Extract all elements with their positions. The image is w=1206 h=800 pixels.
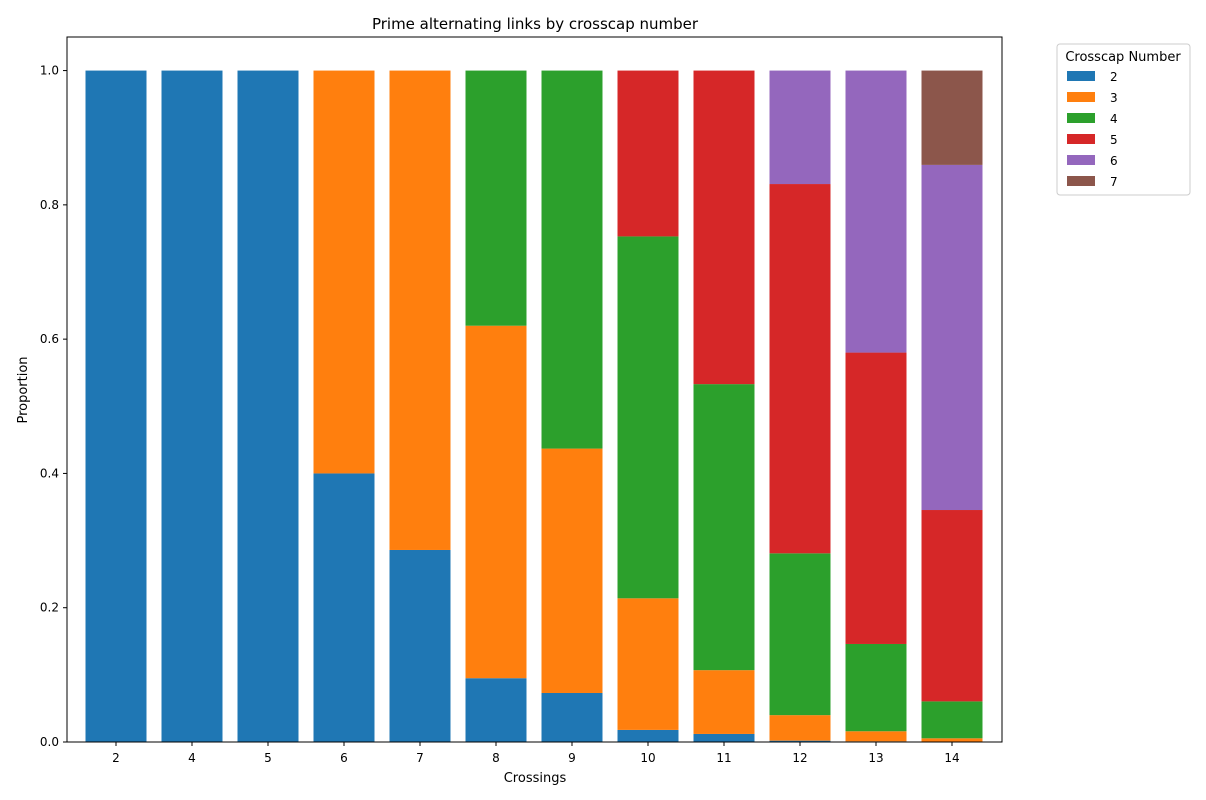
- legend-label-6: 6: [1110, 154, 1118, 168]
- x-tick-label: 9: [568, 751, 576, 765]
- legend-swatch-7: [1067, 176, 1095, 186]
- bars-group: [85, 70, 983, 742]
- bar-10-crosscap-4: [617, 236, 679, 599]
- legend-title: Crosscap Number: [1065, 50, 1181, 65]
- legend-swatch-5: [1067, 134, 1095, 144]
- x-tick-label: 7: [416, 751, 424, 765]
- bar-11-crosscap-4: [693, 384, 755, 671]
- legend-label-3: 3: [1110, 91, 1118, 105]
- bar-5-crosscap-2: [237, 70, 299, 742]
- bar-11-crosscap-5: [693, 70, 755, 385]
- legend-label-4: 4: [1110, 112, 1118, 126]
- x-tick-label: 13: [868, 751, 883, 765]
- y-tick-label: 1.0: [40, 64, 59, 78]
- bar-10-crosscap-5: [617, 70, 679, 237]
- bar-12-crosscap-5: [769, 184, 831, 554]
- y-tick-label: 0.2: [40, 601, 59, 615]
- x-tick-label: 12: [792, 751, 807, 765]
- x-tick-label: 8: [492, 751, 500, 765]
- legend-swatch-2: [1067, 71, 1095, 81]
- legend: Crosscap Number 2 3 4 5 6 7: [1056, 43, 1191, 196]
- x-tick-label: 5: [264, 751, 272, 765]
- bar-10-crosscap-3: [617, 598, 679, 730]
- bar-4-crosscap-2: [161, 70, 223, 742]
- y-tick-label: 0.6: [40, 332, 59, 346]
- x-tick-label: 10: [640, 751, 655, 765]
- bar-14-crosscap-5: [921, 510, 983, 702]
- bar-2-crosscap-2: [85, 70, 147, 742]
- bar-6-crosscap-2: [313, 473, 375, 742]
- legend-label-7: 7: [1110, 175, 1118, 189]
- bar-8-crosscap-2: [465, 678, 527, 742]
- bar-14-crosscap-3: [921, 738, 983, 742]
- bar-12-crosscap-6: [769, 70, 831, 185]
- legend-label-2: 2: [1110, 70, 1118, 84]
- y-axis: 0.0 0.2 0.4 0.6 0.8 1.0: [40, 64, 67, 749]
- x-tick-label: 4: [188, 751, 196, 765]
- x-tick-label: 11: [716, 751, 731, 765]
- bar-12-crosscap-3: [769, 715, 831, 741]
- bar-9-crosscap-4: [541, 70, 603, 449]
- x-axis-label: Crossings: [504, 771, 567, 786]
- chart-title: Prime alternating links by crosscap numb…: [372, 15, 699, 33]
- bar-11-crosscap-3: [693, 670, 755, 734]
- bar-9-crosscap-2: [541, 692, 603, 742]
- bar-6-crosscap-3: [313, 70, 375, 474]
- y-axis-label: Proportion: [16, 356, 31, 423]
- bar-10-crosscap-2: [617, 729, 679, 742]
- bar-7-crosscap-3: [389, 70, 451, 550]
- x-tick-label: 6: [340, 751, 348, 765]
- bar-13-crosscap-4: [845, 643, 907, 732]
- y-tick-label: 0.4: [40, 466, 59, 480]
- bar-13-crosscap-6: [845, 70, 907, 353]
- y-tick-label: 0.0: [40, 735, 59, 749]
- legend-swatch-4: [1067, 113, 1095, 123]
- bar-9-crosscap-3: [541, 448, 603, 693]
- legend-swatch-6: [1067, 155, 1095, 165]
- bar-7-crosscap-2: [389, 549, 451, 742]
- bar-14-crosscap-6: [921, 164, 983, 511]
- legend-swatch-3: [1067, 92, 1095, 102]
- bar-8-crosscap-3: [465, 325, 527, 679]
- bar-8-crosscap-4: [465, 70, 527, 326]
- bar-14-crosscap-4: [921, 701, 983, 739]
- plot-frame: [66, 36, 1003, 743]
- bar-12-crosscap-4: [769, 553, 831, 716]
- x-axis: 2 4 5 6 7 8 9 10 11 12 13 14: [112, 742, 960, 765]
- bar-13-crosscap-3: [845, 731, 907, 742]
- bar-11-crosscap-2: [693, 733, 755, 742]
- legend-label-5: 5: [1110, 133, 1118, 147]
- bar-12-crosscap-2: [769, 740, 831, 742]
- x-tick-label: 14: [944, 751, 959, 765]
- legend-items: 2 3 4 5 6 7: [1067, 70, 1118, 189]
- x-tick-label: 2: [112, 751, 120, 765]
- y-tick-label: 0.8: [40, 198, 59, 212]
- bar-13-crosscap-5: [845, 352, 907, 644]
- bar-14-crosscap-7: [921, 70, 983, 165]
